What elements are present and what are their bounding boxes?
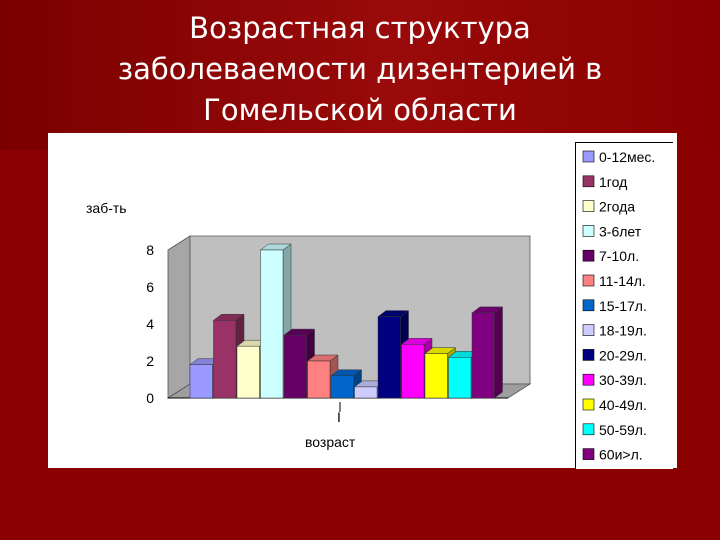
y-tick-label: 2 [146, 353, 154, 369]
slide-title-line-3: Гомельской области [203, 93, 517, 127]
slide-title-line-2: заболеваемости дизентерией в [117, 52, 603, 86]
bar-front [424, 353, 448, 399]
bar-13 [471, 306, 504, 399]
slide-header-band [0, 0, 720, 150]
y-tick-label: 0 [146, 390, 154, 406]
bar-front [330, 375, 354, 399]
slide-title: Возрастная структура заболеваемости дизе… [60, 8, 660, 131]
y-tick-label: 8 [146, 242, 154, 258]
y-tick-label: 6 [146, 279, 154, 295]
bar-front [213, 320, 237, 399]
slide-title-line-1: Возрастная структура [189, 11, 531, 45]
bar-front [401, 344, 425, 399]
bar-front [236, 345, 260, 399]
bar-front [448, 357, 472, 399]
bar-front [283, 334, 307, 399]
side-wall [167, 235, 191, 399]
x-axis-label: возраст [305, 434, 356, 450]
y-tick-labels: 0 2 4 6 8 [146, 242, 154, 406]
bar-front [377, 316, 401, 399]
y-axis-label: заб-ть [86, 200, 127, 216]
bar-front [307, 360, 331, 399]
bar-front [354, 386, 378, 399]
x-category-label: I [337, 409, 341, 425]
bar-front [471, 312, 495, 399]
bar-front [189, 364, 213, 399]
y-tick-label: 4 [146, 316, 154, 332]
bars-group [189, 243, 504, 399]
bar-front [260, 249, 284, 399]
bar-side [494, 306, 503, 399]
legend [575, 142, 673, 469]
